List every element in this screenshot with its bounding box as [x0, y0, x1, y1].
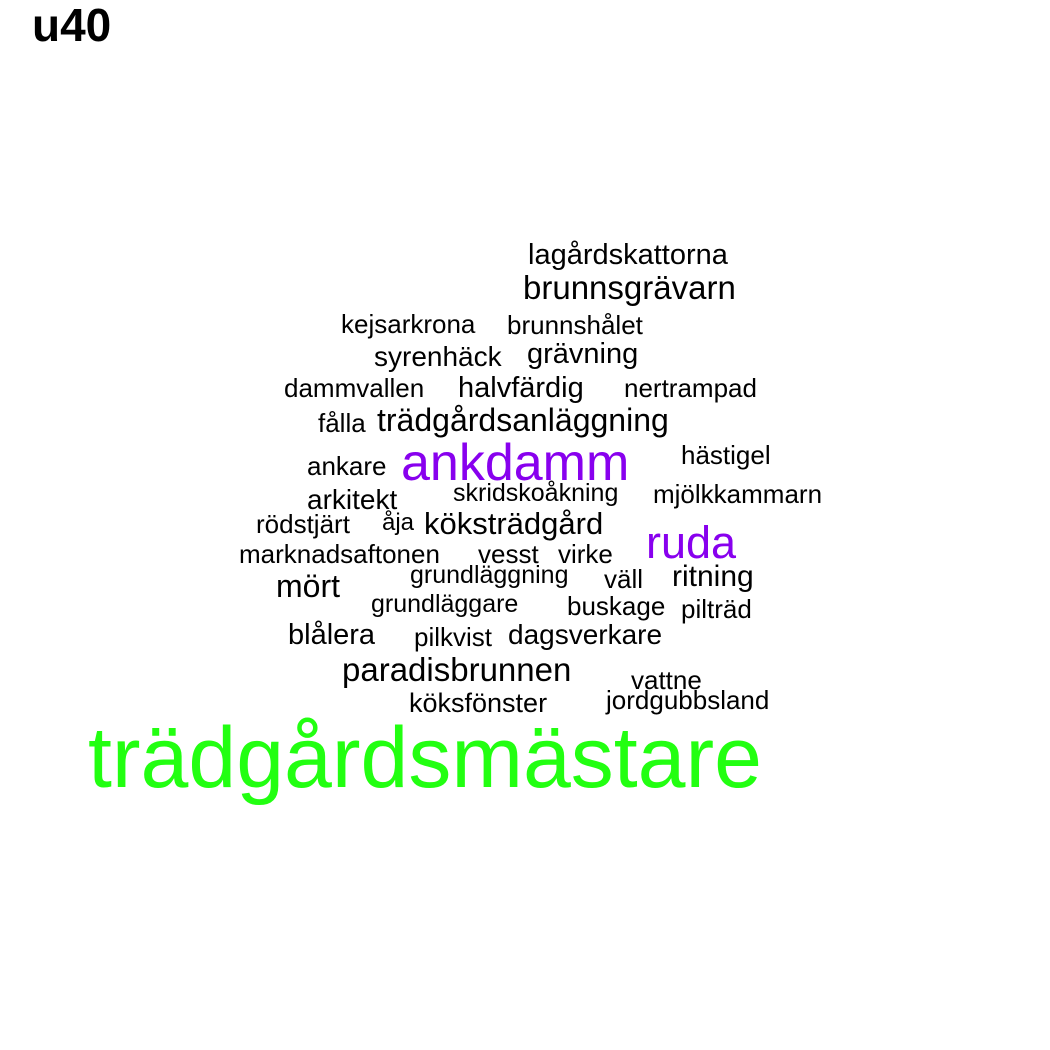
word-cloud-word: brunnshålet	[507, 310, 643, 340]
word-cloud-word: lagårdskattorna	[528, 239, 728, 271]
word-cloud-word: virke	[558, 539, 613, 569]
word-cloud-word: kejsarkrona	[341, 309, 476, 339]
page-title: u40	[32, 0, 112, 51]
word-cloud-word: pilträd	[681, 594, 752, 624]
word-cloud-word: trädgårdsanläggning	[377, 402, 669, 438]
word-cloud-word: dagsverkare	[508, 619, 663, 650]
word-cloud-word: trädgårdsmästare	[88, 710, 762, 806]
word-cloud-word: fålla	[318, 408, 366, 438]
word-cloud-word: vesst	[478, 539, 539, 569]
word-cloud-word: köksfönster	[409, 688, 548, 718]
word-cloud-word: halvfärdig	[458, 372, 584, 404]
word-cloud-word: ruda	[646, 517, 737, 568]
word-cloud-word: blålera	[288, 619, 376, 651]
word-cloud-word: buskage	[567, 591, 666, 621]
word-cloud-word: ritning	[672, 560, 754, 593]
word-cloud-word: åja	[382, 509, 415, 536]
word-cloud-word: marknadsaftonen	[239, 539, 440, 569]
word-cloud-word: hästigel	[681, 440, 771, 470]
word-cloud-word: grundläggning	[410, 561, 569, 589]
word-cloud-word: vattne	[631, 665, 702, 695]
word-cloud-word: grundläggare	[371, 590, 519, 618]
word-cloud-word: mjölkkammarn	[653, 479, 823, 509]
word-cloud-word: syrenhäck	[374, 341, 502, 372]
word-cloud-word: paradisbrunnen	[342, 651, 572, 688]
word-cloud-word: arkitekt	[307, 484, 398, 515]
word-cloud-word: ankdamm	[401, 434, 630, 492]
word-cloud-word: mört	[276, 568, 340, 604]
word-cloud-word: pilkvist	[414, 622, 493, 652]
word-cloud-word: brunnsgrävarn	[523, 269, 736, 306]
word-cloud-word: ankare	[307, 451, 387, 481]
word-cloud-word: jordgubbsland	[606, 685, 770, 715]
word-cloud-word: rödstjärt	[256, 509, 350, 539]
word-cloud-word: dammvallen	[284, 373, 425, 403]
word-cloud-word: grävning	[527, 338, 639, 370]
word-cloud-word: nertrampad	[624, 373, 757, 403]
word-cloud-word: väll	[604, 564, 644, 594]
word-cloud-word: skridskoåkning	[453, 479, 619, 507]
word-cloud-word: köksträdgård	[424, 506, 604, 541]
